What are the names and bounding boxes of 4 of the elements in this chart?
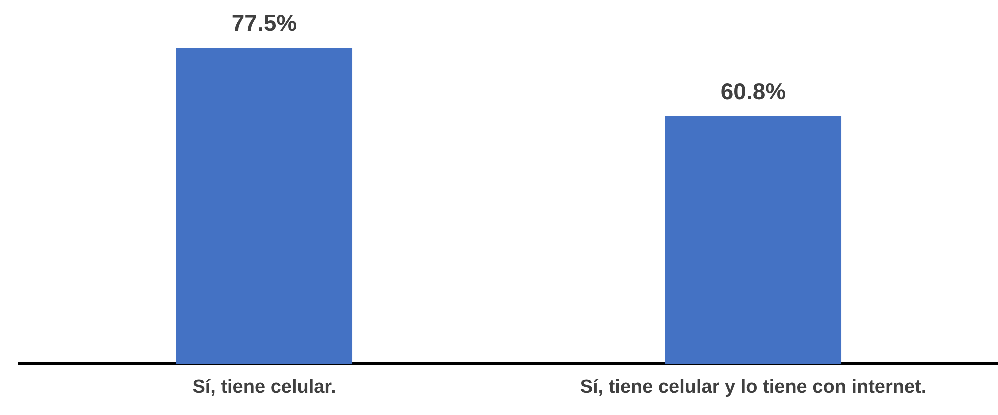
x-tick-label: Sí, tiene celular y lo tiene con internet. [580,376,927,398]
x-tick-label: Sí, tiene celular. [192,376,336,398]
data-label: 77.5% [232,10,298,36]
data-label: 60.8% [720,78,786,104]
